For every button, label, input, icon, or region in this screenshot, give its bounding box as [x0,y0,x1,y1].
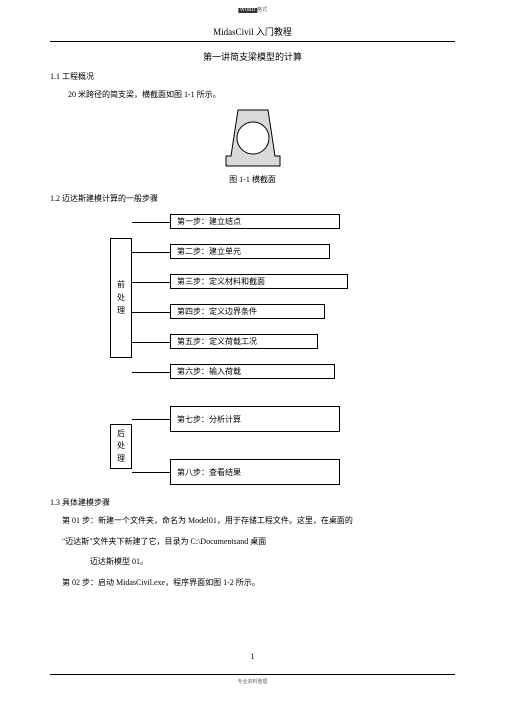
flowchart-post: 后 处 理 第七步：分析计算 第八步：查看结果 [110,404,455,489]
flow-step-2: 第二步：建立单元 [170,244,330,259]
flow-step-1: 第一步：建立结点 [170,214,340,229]
header-rule [50,41,455,42]
section-1-3: 1.3 具体建模步骤 [50,497,455,508]
flow-step-8: 第八步：查看结果 [170,459,340,485]
connector [132,282,172,283]
top-format-tag: WORD格式 [238,6,267,13]
flow-step-3: 第三步：定义材料和截面 [170,274,348,289]
section-1-1: 1.1 工程概况 [50,71,455,82]
text-1-3a: 第 01 步：新建一个文件夹，命名为 Model01，用于存储工程文件。这里，在… [62,514,455,528]
post-process-label: 后 处 理 [117,428,125,466]
page-number: 1 [251,652,255,661]
pre-process-box: 前 处 理 [110,238,132,358]
connector [132,372,172,373]
flow-step-6: 第六步：输入荷载 [170,364,335,379]
footer-text: 专业资料整理 [237,678,267,685]
pre-process-label: 前 处 理 [117,279,125,317]
top-tag-2: 格式 [257,8,267,13]
flow-step-7: 第七步：分析计算 [170,406,340,432]
connector [132,312,172,313]
post-process-box: 后 处 理 [110,424,132,469]
section-1-2: 1.2 迈达斯建模计算的一般步骤 [50,193,455,204]
text-1-3d: 第 02 步：启动 MidasCivil.exe，程序界面如图 1-2 所示。 [62,576,455,590]
figure-1-1-caption: 图 1-1 横截面 [50,174,455,185]
flow-step-5: 第五步：定义荷载工况 [170,334,318,349]
chapter-title: 第一讲简支梁模型的计算 [50,50,455,63]
connector [132,419,172,420]
footer-rule [50,674,455,675]
text-1-3b: "迈达斯"文件夹下新建了它，目录为 C:\Documentsand 桌面 [62,535,455,549]
text-1-3c: 迈达斯模型 01。 [90,555,455,569]
flowchart-pre: 前 处 理 第一步：建立结点 第二步：建立单元 第三步：定义材料和截面 第四步：… [110,210,455,400]
connector [132,472,172,473]
top-tag-1: WORD [238,8,257,13]
connector [132,252,172,253]
connector [132,222,172,223]
figure-1-1 [50,108,455,170]
flow-step-4: 第四步：定义边界条件 [170,304,325,319]
connector [132,342,172,343]
text-1-1: 20 米跨径的简支梁，横截面如图 1-1 所示。 [68,88,455,102]
